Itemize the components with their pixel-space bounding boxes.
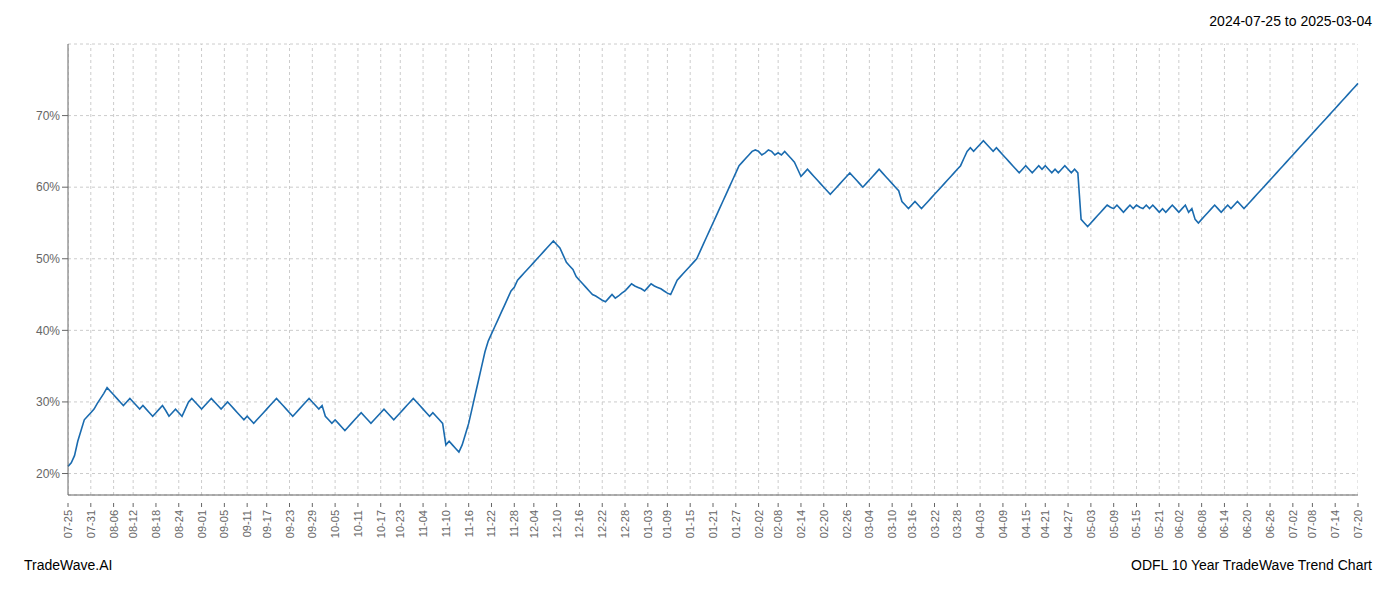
svg-text:11-16: 11-16 bbox=[463, 510, 475, 537]
svg-text:04-03: 04-03 bbox=[974, 510, 986, 538]
svg-text:07-31: 07-31 bbox=[85, 510, 97, 538]
svg-text:09-29: 09-29 bbox=[306, 510, 318, 538]
svg-text:02-26: 02-26 bbox=[841, 510, 853, 538]
svg-text:03-04: 03-04 bbox=[863, 510, 875, 538]
svg-text:06-14: 06-14 bbox=[1218, 510, 1230, 538]
svg-text:40%: 40% bbox=[36, 324, 60, 338]
svg-text:08-24: 08-24 bbox=[173, 510, 185, 538]
svg-text:10-11: 10-11 bbox=[352, 510, 364, 537]
svg-text:70%: 70% bbox=[36, 109, 60, 123]
html-text:ODFL 10 Year TradeWave Trend C: ODFL 10 Year TradeWave Trend Chart bbox=[1131, 557, 1372, 573]
svg-text:01-21: 01-21 bbox=[707, 510, 719, 538]
svg-text:02-02: 02-02 bbox=[753, 510, 765, 538]
svg-text:07-25: 07-25 bbox=[62, 510, 74, 538]
svg-text:07-20: 07-20 bbox=[1352, 510, 1364, 538]
svg-text:12-10: 12-10 bbox=[551, 510, 563, 538]
svg-text:50%: 50% bbox=[36, 252, 60, 266]
svg-text:04-15: 04-15 bbox=[1020, 510, 1032, 538]
svg-text:12-16: 12-16 bbox=[573, 510, 585, 538]
svg-text:12-28: 12-28 bbox=[619, 510, 631, 538]
svg-text:07-02: 07-02 bbox=[1287, 510, 1299, 538]
svg-text:12-04: 12-04 bbox=[528, 510, 540, 538]
svg-text:08-06: 08-06 bbox=[108, 510, 120, 538]
svg-text:01-27: 01-27 bbox=[730, 510, 742, 538]
svg-text:07-08: 07-08 bbox=[1306, 510, 1318, 538]
svg-text:11-28: 11-28 bbox=[508, 510, 520, 537]
svg-text:01-15: 01-15 bbox=[684, 510, 696, 538]
svg-text:02-08: 02-08 bbox=[772, 510, 784, 538]
svg-text:09-05: 09-05 bbox=[218, 510, 230, 538]
svg-text:04-09: 04-09 bbox=[997, 510, 1009, 538]
svg-text:02-14: 02-14 bbox=[795, 510, 807, 538]
svg-text:08-12: 08-12 bbox=[127, 510, 139, 538]
svg-text:20%: 20% bbox=[36, 467, 60, 481]
svg-text:06-02: 06-02 bbox=[1173, 510, 1185, 538]
svg-text:07-14: 07-14 bbox=[1329, 510, 1341, 538]
svg-text:08-18: 08-18 bbox=[150, 510, 162, 538]
html-text:TradeWave.AI: TradeWave.AI bbox=[24, 557, 113, 573]
svg-text:11-22: 11-22 bbox=[485, 510, 497, 537]
svg-text:11-04: 11-04 bbox=[417, 510, 429, 537]
html-text:2024-07-25 to 2025-03-04: 2024-07-25 to 2025-03-04 bbox=[1209, 13, 1372, 29]
svg-text:30%: 30% bbox=[36, 395, 60, 409]
svg-text:02-20: 02-20 bbox=[818, 510, 830, 538]
svg-text:11-10: 11-10 bbox=[440, 510, 452, 537]
svg-text:12-22: 12-22 bbox=[596, 510, 608, 538]
svg-text:04-27: 04-27 bbox=[1062, 510, 1074, 538]
svg-text:60%: 60% bbox=[36, 180, 60, 194]
svg-text:03-16: 03-16 bbox=[906, 510, 918, 538]
svg-text:04-21: 04-21 bbox=[1039, 510, 1051, 538]
svg-text:03-28: 03-28 bbox=[951, 510, 963, 538]
svg-text:09-11: 09-11 bbox=[241, 510, 253, 537]
svg-text:01-09: 01-09 bbox=[661, 510, 673, 538]
svg-text:10-05: 10-05 bbox=[329, 510, 341, 538]
svg-text:06-08: 06-08 bbox=[1196, 510, 1208, 538]
svg-text:03-10: 03-10 bbox=[886, 510, 898, 538]
svg-text:01-03: 01-03 bbox=[642, 510, 654, 538]
svg-text:09-01: 09-01 bbox=[196, 510, 208, 538]
svg-text:09-17: 09-17 bbox=[261, 510, 273, 538]
svg-text:05-09: 05-09 bbox=[1108, 510, 1120, 538]
svg-text:06-26: 06-26 bbox=[1264, 510, 1276, 538]
svg-text:05-15: 05-15 bbox=[1130, 510, 1142, 538]
svg-text:10-17: 10-17 bbox=[375, 510, 387, 538]
svg-text:05-21: 05-21 bbox=[1153, 510, 1165, 538]
svg-text:10-23: 10-23 bbox=[394, 510, 406, 538]
svg-text:03-22: 03-22 bbox=[929, 510, 941, 538]
svg-text:05-03: 05-03 bbox=[1085, 510, 1097, 538]
svg-text:09-23: 09-23 bbox=[284, 510, 296, 538]
svg-text:06-20: 06-20 bbox=[1241, 510, 1253, 538]
